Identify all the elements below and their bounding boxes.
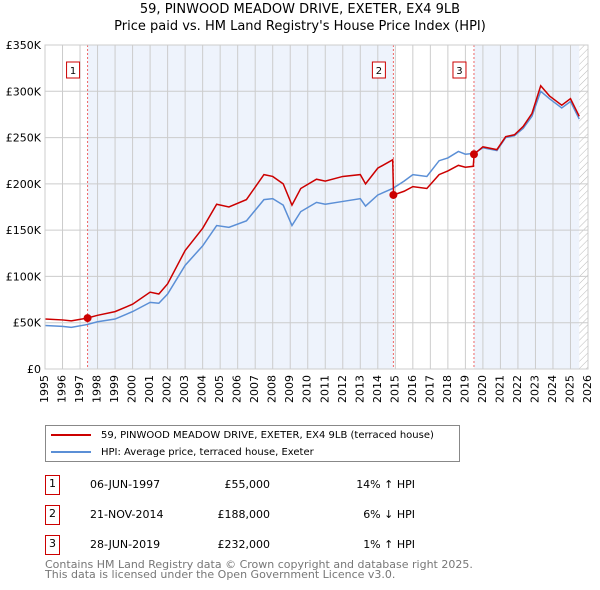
transaction-marker: 1 [45,475,60,495]
footer-line: This data is licensed under the Open Gov… [45,568,396,581]
transaction-marker: 3 [45,535,60,555]
x-tick-label: 2019 [458,375,471,403]
footer: Contains HM Land Registry data © Crown c… [45,558,473,581]
transaction-marker: 2 [45,505,60,525]
x-tick-label: 2009 [283,375,296,403]
transaction-hpi: 14% ↑ HPI [356,478,415,491]
sale-label: 3 [456,66,462,77]
x-tick-label: 1998 [91,375,104,403]
x-tick-label: 2025 [563,375,576,403]
y-tick-label: £150K [6,224,42,237]
transaction-row: 3 28-JUN-2019 £232,000 1% ↑ HPI [45,535,465,555]
y-tick-label: £100K [6,270,42,283]
legend-line-blue [51,451,91,453]
sale-label: 1 [70,66,76,77]
x-tick-label: 2002 [161,375,174,403]
x-tick-label: 2022 [511,375,524,403]
x-tick-label: 2016 [406,375,419,403]
x-tick-label: 2011 [318,375,331,403]
shaded-period [473,45,580,369]
x-tick-label: 2018 [441,375,454,403]
price-chart: 1995 1996 1997 1998 1999 2000 2001 2002 2003 2004… [6,39,594,403]
x-tick-label: 1996 [56,375,69,403]
x-tick-label: 2017 [423,375,436,403]
legend-item-property: 59, PINWOOD MEADOW DRIVE, EXETER, EX4 9L… [51,427,434,443]
y-tick-label: £350K [6,39,42,52]
transaction-row: 1 06-JUN-1997 £55,000 14% ↑ HPI [45,475,465,495]
sale-point [83,314,92,323]
y-tick-label: £200K [6,178,42,191]
sale-point [389,190,398,199]
legend-line-red [51,434,91,436]
sale-label: 2 [376,66,382,77]
footer-line: Contains HM Land Registry data © Crown c… [45,558,473,571]
x-tick-label: 2004 [196,375,209,403]
transaction-hpi: 1% ↑ HPI [363,538,415,551]
y-tick-label: £250K [6,132,42,145]
x-tick-label: 2005 [213,375,226,403]
legend-item-hpi: HPI: Average price, terraced house, Exet… [51,444,314,460]
x-tick-label: 1997 [73,375,86,403]
property-price-line [44,84,580,322]
x-tick-label: 2023 [528,375,541,403]
x-tick-label: 2010 [301,375,314,403]
x-tick-label: 2001 [143,375,156,403]
x-tick-label: 2006 [231,375,244,403]
x-tick-label: 2014 [371,375,384,403]
transaction-price: £188,000 [217,508,271,521]
forecast-hatch [579,45,588,369]
x-tick-label: 2015 [388,375,401,403]
shaded-period [87,45,394,369]
y-tick-label: £50K [13,317,42,330]
transaction-hpi: 6% ↓ HPI [363,508,415,521]
x-tick-label: 2003 [178,375,191,403]
y-tick-label: £0 [27,363,41,376]
x-tick-label: 2013 [353,375,366,403]
x-tick-label: 1999 [108,375,121,403]
transaction-date: 28-JUN-2019 [90,538,161,551]
sale-label-box [66,61,81,79]
transaction-row: 2 21-NOV-2014 £188,000 6% ↓ HPI [45,505,465,525]
x-tick-label: 1995 [38,375,51,403]
legend-label: 59, PINWOOD MEADOW DRIVE, EXETER, EX4 9L… [101,429,434,441]
sale-label-box [371,61,386,79]
x-tick-label: 2021 [493,375,506,403]
hpi-line [44,90,580,329]
legend: 59, PINWOOD MEADOW DRIVE, EXETER, EX4 9L… [45,425,460,462]
sale-point [469,150,478,159]
transaction-date: 06-JUN-1997 [90,478,161,491]
chart-title: 59, PINWOOD MEADOW DRIVE, EXETER, EX4 9L… [139,2,461,17]
x-tick-label: 2026 [581,375,594,403]
y-tick-label: £300K [6,85,42,98]
plot-border [44,44,589,370]
x-tick-label: 2008 [266,375,279,403]
legend-label: HPI: Average price, terraced house, Exet… [101,446,314,458]
sale-label-box [452,61,467,79]
x-tick-label: 2000 [126,375,139,403]
transaction-date: 21-NOV-2014 [90,508,164,521]
x-tick-label: 2020 [476,375,489,403]
x-tick-label: 2024 [546,375,559,403]
x-tick-label: 2007 [248,375,261,403]
transaction-price: £55,000 [224,478,271,491]
x-tick-label: 2012 [336,375,349,403]
chart-subtitle: Price paid vs. HM Land Registry's House … [114,19,486,34]
transaction-price: £232,000 [217,538,271,551]
